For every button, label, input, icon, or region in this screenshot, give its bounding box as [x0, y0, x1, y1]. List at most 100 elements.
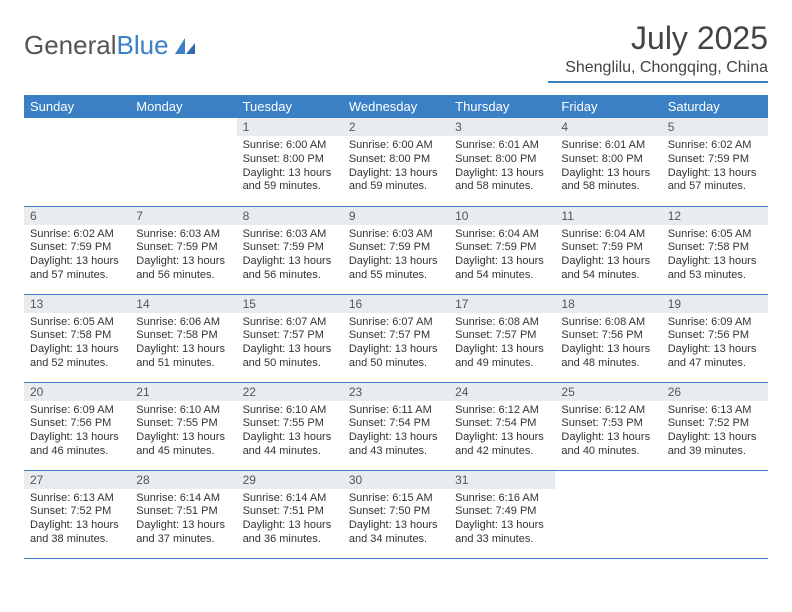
day-number: 30: [343, 471, 449, 489]
sunset-line: Sunset: 7:52 PM: [30, 505, 124, 519]
sunset-line: Sunset: 7:56 PM: [561, 329, 655, 343]
sunrise-line: Sunrise: 6:11 AM: [349, 404, 443, 418]
sunrise-line: Sunrise: 6:14 AM: [243, 492, 337, 506]
sunrise-line: Sunrise: 6:13 AM: [30, 492, 124, 506]
sunrise-line: Sunrise: 6:00 AM: [349, 139, 443, 153]
day-content: Sunrise: 6:03 AMSunset: 7:59 PMDaylight:…: [130, 225, 236, 287]
calendar-day-cell: 9Sunrise: 6:03 AMSunset: 7:59 PMDaylight…: [343, 206, 449, 294]
day-content: Sunrise: 6:08 AMSunset: 7:57 PMDaylight:…: [449, 313, 555, 375]
day-number: 28: [130, 471, 236, 489]
daylight-line: Daylight: 13 hours and 50 minutes.: [243, 343, 337, 371]
day-number: 11: [555, 207, 661, 225]
calendar-empty-cell: [555, 470, 661, 558]
calendar-day-cell: 30Sunrise: 6:15 AMSunset: 7:50 PMDayligh…: [343, 470, 449, 558]
calendar-day-cell: 15Sunrise: 6:07 AMSunset: 7:57 PMDayligh…: [237, 294, 343, 382]
sunrise-line: Sunrise: 6:07 AM: [349, 316, 443, 330]
daylight-line: Daylight: 13 hours and 37 minutes.: [136, 519, 230, 547]
daylight-line: Daylight: 13 hours and 54 minutes.: [455, 255, 549, 283]
calendar-day-cell: 25Sunrise: 6:12 AMSunset: 7:53 PMDayligh…: [555, 382, 661, 470]
sunrise-line: Sunrise: 6:15 AM: [349, 492, 443, 506]
sunset-line: Sunset: 7:51 PM: [243, 505, 337, 519]
daylight-line: Daylight: 13 hours and 52 minutes.: [30, 343, 124, 371]
day-number: 18: [555, 295, 661, 313]
sunset-line: Sunset: 8:00 PM: [243, 153, 337, 167]
day-content: Sunrise: 6:15 AMSunset: 7:50 PMDaylight:…: [343, 489, 449, 551]
sunrise-line: Sunrise: 6:02 AM: [668, 139, 762, 153]
daylight-line: Daylight: 13 hours and 45 minutes.: [136, 431, 230, 459]
day-content: Sunrise: 6:05 AMSunset: 7:58 PMDaylight:…: [24, 313, 130, 375]
day-header: Tuesday: [237, 95, 343, 118]
calendar-day-cell: 1Sunrise: 6:00 AMSunset: 8:00 PMDaylight…: [237, 118, 343, 206]
day-number: 14: [130, 295, 236, 313]
sunrise-line: Sunrise: 6:05 AM: [30, 316, 124, 330]
day-header: Monday: [130, 95, 236, 118]
sunrise-line: Sunrise: 6:13 AM: [668, 404, 762, 418]
day-content: Sunrise: 6:09 AMSunset: 7:56 PMDaylight:…: [24, 401, 130, 463]
sunset-line: Sunset: 7:49 PM: [455, 505, 549, 519]
calendar-week-row: 20Sunrise: 6:09 AMSunset: 7:56 PMDayligh…: [24, 382, 768, 470]
sunset-line: Sunset: 7:54 PM: [455, 417, 549, 431]
calendar-day-cell: 18Sunrise: 6:08 AMSunset: 7:56 PMDayligh…: [555, 294, 661, 382]
calendar-day-cell: 20Sunrise: 6:09 AMSunset: 7:56 PMDayligh…: [24, 382, 130, 470]
calendar-day-cell: 22Sunrise: 6:10 AMSunset: 7:55 PMDayligh…: [237, 382, 343, 470]
brand-logo: GeneralBlue: [24, 30, 197, 61]
sunset-line: Sunset: 8:00 PM: [561, 153, 655, 167]
sunrise-line: Sunrise: 6:12 AM: [561, 404, 655, 418]
calendar-day-cell: 19Sunrise: 6:09 AMSunset: 7:56 PMDayligh…: [662, 294, 768, 382]
calendar-day-cell: 31Sunrise: 6:16 AMSunset: 7:49 PMDayligh…: [449, 470, 555, 558]
day-header: Saturday: [662, 95, 768, 118]
calendar-day-cell: 8Sunrise: 6:03 AMSunset: 7:59 PMDaylight…: [237, 206, 343, 294]
brand-name-part2: Blue: [117, 30, 169, 60]
day-number: 5: [662, 118, 768, 136]
day-number: 26: [662, 383, 768, 401]
sunset-line: Sunset: 7:59 PM: [243, 241, 337, 255]
day-content: Sunrise: 6:07 AMSunset: 7:57 PMDaylight:…: [237, 313, 343, 375]
calendar-day-cell: 29Sunrise: 6:14 AMSunset: 7:51 PMDayligh…: [237, 470, 343, 558]
daylight-line: Daylight: 13 hours and 47 minutes.: [668, 343, 762, 371]
day-content: Sunrise: 6:05 AMSunset: 7:58 PMDaylight:…: [662, 225, 768, 287]
calendar-empty-cell: [24, 118, 130, 206]
sunrise-line: Sunrise: 6:02 AM: [30, 228, 124, 242]
day-content: Sunrise: 6:12 AMSunset: 7:54 PMDaylight:…: [449, 401, 555, 463]
day-number: 10: [449, 207, 555, 225]
daylight-line: Daylight: 13 hours and 46 minutes.: [30, 431, 124, 459]
calendar-day-cell: 13Sunrise: 6:05 AMSunset: 7:58 PMDayligh…: [24, 294, 130, 382]
calendar-day-cell: 23Sunrise: 6:11 AMSunset: 7:54 PMDayligh…: [343, 382, 449, 470]
sunrise-line: Sunrise: 6:14 AM: [136, 492, 230, 506]
day-number: 1: [237, 118, 343, 136]
day-number: 24: [449, 383, 555, 401]
day-number: 4: [555, 118, 661, 136]
day-number: 20: [24, 383, 130, 401]
day-number: 15: [237, 295, 343, 313]
day-number: 25: [555, 383, 661, 401]
day-number: 22: [237, 383, 343, 401]
day-content: Sunrise: 6:10 AMSunset: 7:55 PMDaylight:…: [237, 401, 343, 463]
calendar-day-cell: 24Sunrise: 6:12 AMSunset: 7:54 PMDayligh…: [449, 382, 555, 470]
day-content: Sunrise: 6:11 AMSunset: 7:54 PMDaylight:…: [343, 401, 449, 463]
day-header: Friday: [555, 95, 661, 118]
sunset-line: Sunset: 7:58 PM: [136, 329, 230, 343]
daylight-line: Daylight: 13 hours and 56 minutes.: [243, 255, 337, 283]
sunrise-line: Sunrise: 6:05 AM: [668, 228, 762, 242]
day-number: 7: [130, 207, 236, 225]
daylight-line: Daylight: 13 hours and 51 minutes.: [136, 343, 230, 371]
calendar-day-cell: 14Sunrise: 6:06 AMSunset: 7:58 PMDayligh…: [130, 294, 236, 382]
day-number: 17: [449, 295, 555, 313]
calendar-table: SundayMondayTuesdayWednesdayThursdayFrid…: [24, 95, 768, 559]
calendar-week-row: 6Sunrise: 6:02 AMSunset: 7:59 PMDaylight…: [24, 206, 768, 294]
sunrise-line: Sunrise: 6:09 AM: [668, 316, 762, 330]
sunrise-line: Sunrise: 6:07 AM: [243, 316, 337, 330]
daylight-line: Daylight: 13 hours and 59 minutes.: [349, 167, 443, 195]
sunset-line: Sunset: 7:59 PM: [561, 241, 655, 255]
calendar-day-cell: 11Sunrise: 6:04 AMSunset: 7:59 PMDayligh…: [555, 206, 661, 294]
day-number: 16: [343, 295, 449, 313]
day-content: Sunrise: 6:03 AMSunset: 7:59 PMDaylight:…: [237, 225, 343, 287]
sunset-line: Sunset: 7:55 PM: [243, 417, 337, 431]
calendar-day-cell: 28Sunrise: 6:14 AMSunset: 7:51 PMDayligh…: [130, 470, 236, 558]
day-content: Sunrise: 6:07 AMSunset: 7:57 PMDaylight:…: [343, 313, 449, 375]
daylight-line: Daylight: 13 hours and 39 minutes.: [668, 431, 762, 459]
sunrise-line: Sunrise: 6:03 AM: [243, 228, 337, 242]
daylight-line: Daylight: 13 hours and 58 minutes.: [561, 167, 655, 195]
day-content: Sunrise: 6:14 AMSunset: 7:51 PMDaylight:…: [237, 489, 343, 551]
day-content: Sunrise: 6:13 AMSunset: 7:52 PMDaylight:…: [662, 401, 768, 463]
